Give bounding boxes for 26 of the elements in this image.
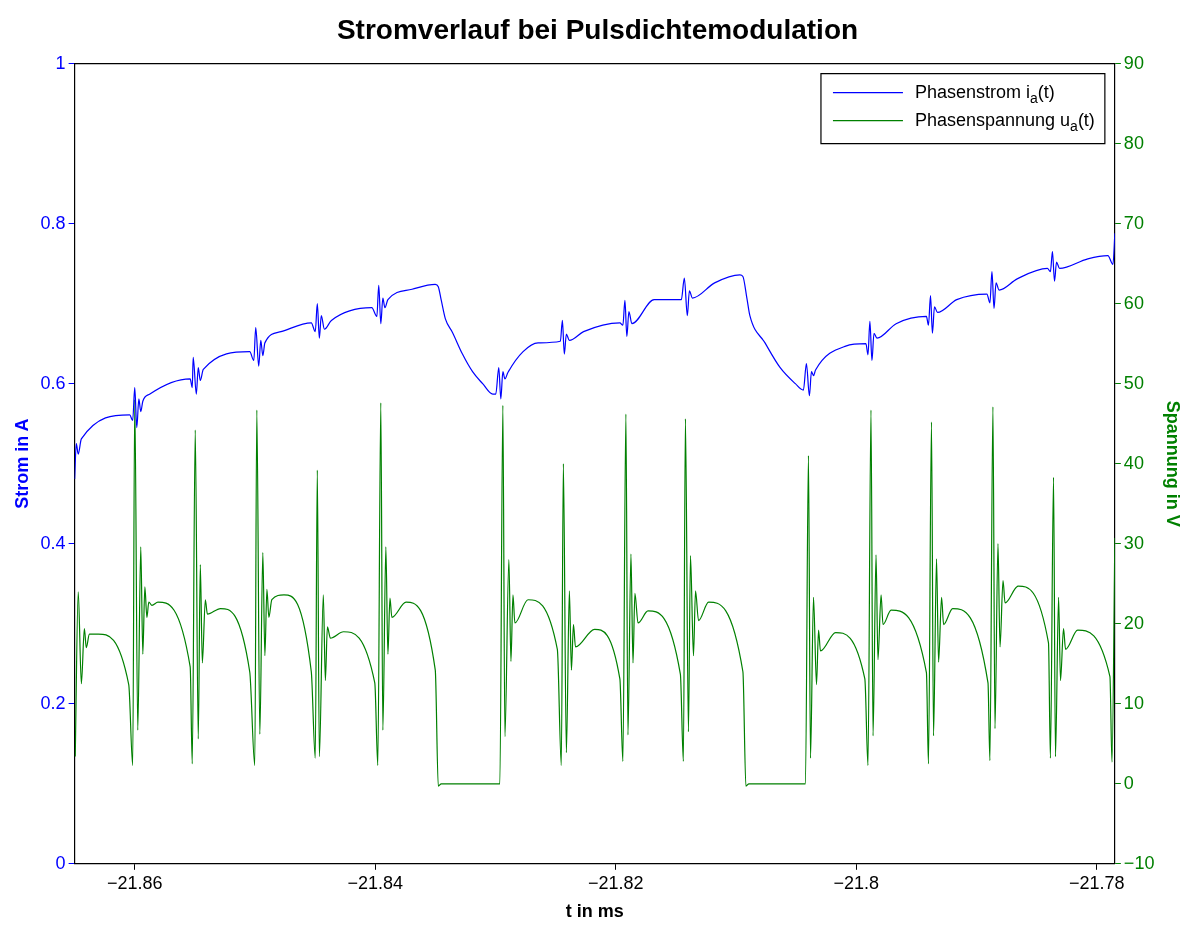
y2-tick-label: 70 [1123, 212, 1144, 233]
chart-title: Stromverlauf bei Pulsdichtemodulation [336, 13, 859, 45]
y-tick-label: 0.6 [40, 372, 66, 393]
y2-tick-label: 80 [1123, 132, 1144, 153]
x-tick-label: −21.84 [347, 872, 404, 893]
y2-tick-label: 50 [1123, 372, 1144, 393]
y2-tick-label: 60 [1123, 292, 1144, 313]
y-axis-title: Strom in A [11, 418, 32, 509]
y-tick-label: 0.4 [40, 532, 66, 553]
x-tick-label: −21.8 [833, 872, 880, 893]
x-tick-label: −21.82 [588, 872, 644, 893]
y2-tick-label: 10 [1123, 692, 1144, 713]
y-tick-label: 1 [55, 52, 66, 73]
y2-tick-label: 30 [1123, 532, 1144, 553]
y2-tick-label: 0 [1123, 772, 1134, 793]
y-tick-label: 0.2 [40, 692, 66, 713]
x-tick-label: −21.86 [106, 872, 163, 893]
y2-tick-label: 90 [1123, 52, 1144, 73]
y2-tick-label: −10 [1123, 852, 1155, 873]
x-tick-label: −21.78 [1069, 872, 1125, 893]
y-tick-label: 0 [55, 852, 66, 873]
y-tick-label: 0.8 [40, 212, 66, 233]
x-axis-title: t in ms [565, 901, 624, 922]
y2-axis-title: Spannung in V [1163, 400, 1184, 527]
y2-tick-label: 40 [1123, 452, 1144, 473]
y2-tick-label: 20 [1123, 612, 1144, 633]
